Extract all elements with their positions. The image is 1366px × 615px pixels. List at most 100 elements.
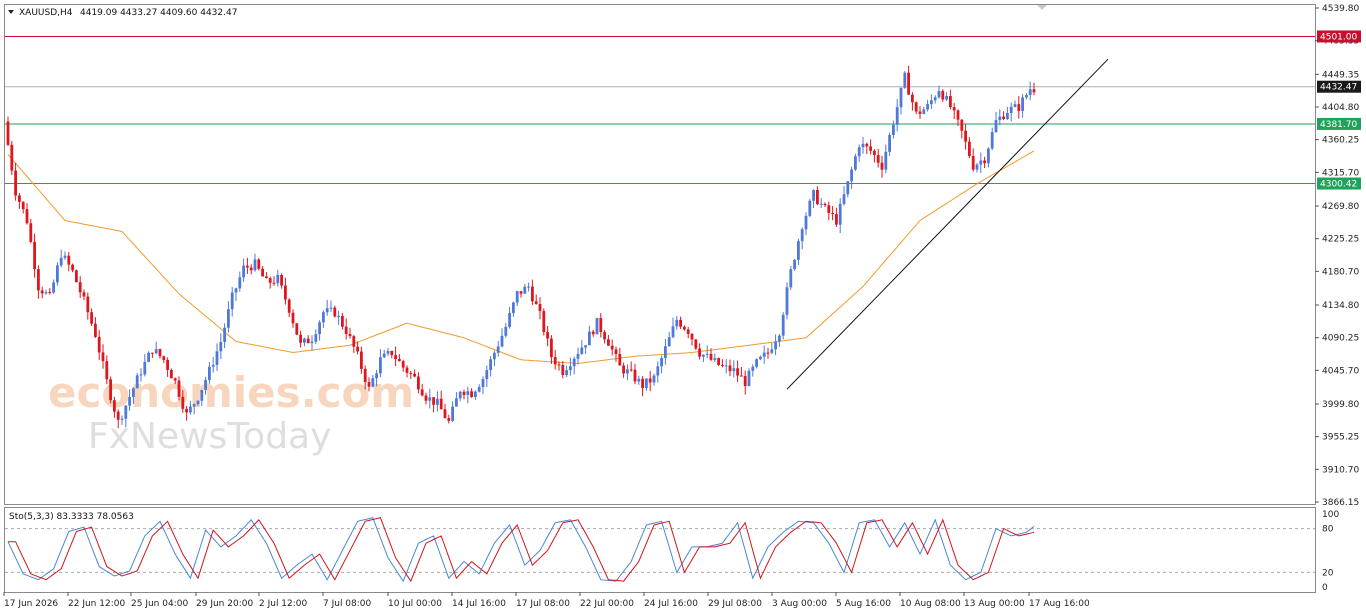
- candle: [192, 403, 196, 415]
- candle: [101, 344, 105, 369]
- candle: [683, 325, 686, 331]
- candle: [177, 376, 181, 401]
- candle: [325, 299, 329, 316]
- candle: [56, 262, 59, 286]
- y-tick-label: 4269.80: [1322, 202, 1359, 212]
- candle: [360, 346, 363, 374]
- candle: [515, 290, 519, 307]
- candle: [800, 227, 804, 250]
- y-tick-label: 3955.25: [1322, 433, 1359, 443]
- candle: [952, 102, 956, 120]
- candle: [173, 377, 177, 385]
- candle: [626, 364, 629, 381]
- trendline[interactable]: [786, 58, 1109, 390]
- main-price-pane[interactable]: [4, 4, 1316, 505]
- candle: [52, 279, 55, 294]
- candle: [508, 306, 511, 329]
- candle: [451, 401, 454, 423]
- candle: [310, 335, 314, 351]
- watermark-economies: economies.com: [48, 368, 414, 417]
- candle: [580, 340, 584, 355]
- candle: [249, 264, 253, 275]
- candle: [71, 263, 74, 273]
- candle: [766, 347, 770, 359]
- candle: [876, 148, 880, 168]
- candle: [572, 356, 576, 375]
- candle: [219, 333, 223, 360]
- stoch-level-label: 0: [1322, 583, 1328, 593]
- candle: [755, 358, 758, 369]
- candle: [113, 396, 116, 418]
- candle: [306, 335, 310, 344]
- x-tick-label: 3 Aug 00:00: [772, 599, 827, 609]
- watermark-fxnewstoday: FxNewsToday: [88, 416, 331, 457]
- candle: [40, 286, 44, 299]
- candle: [599, 313, 603, 338]
- candle: [208, 362, 211, 384]
- x-tick-label: 5 Aug 16:00: [836, 599, 891, 609]
- candle: [37, 265, 40, 299]
- candle: [158, 348, 162, 359]
- y-tick-label: 4180.70: [1322, 267, 1359, 277]
- candle: [124, 404, 128, 428]
- stochastic-label: Sto(5,3,3) 83.3333 78.0563: [9, 512, 134, 522]
- candle: [105, 355, 109, 385]
- candle: [291, 309, 295, 328]
- candle: [14, 162, 17, 201]
- candle: [854, 153, 857, 171]
- time-axis: 17 Jun 2026 22 Jun 12:00 25 Jun 04:00 29 Ju…: [3, 592, 1090, 609]
- candle: [538, 296, 542, 320]
- level-tag-label: 4432.47: [1320, 83, 1357, 93]
- candle: [409, 370, 413, 379]
- candle: [439, 390, 443, 410]
- candle: [485, 365, 489, 387]
- candle: [151, 352, 154, 358]
- triangle-down-icon[interactable]: [8, 10, 14, 14]
- candle: [432, 397, 435, 413]
- candle: [413, 369, 416, 378]
- candle: [652, 373, 656, 386]
- candle: [257, 257, 261, 271]
- stochastic-pane[interactable]: [4, 507, 1316, 593]
- candle: [86, 292, 90, 320]
- candle: [436, 391, 439, 412]
- stoch-main-line: [7, 517, 1035, 583]
- candle: [732, 360, 736, 378]
- x-tick-label: 22 Jun 12:00: [68, 599, 125, 609]
- candle: [702, 354, 705, 362]
- candle: [869, 139, 872, 155]
- y-tick-label: 4539.80: [1322, 4, 1359, 14]
- candle: [546, 325, 549, 347]
- candle: [390, 350, 394, 359]
- candle: [295, 323, 299, 336]
- candle: [329, 300, 333, 312]
- candle: [481, 376, 485, 395]
- candle: [477, 384, 481, 393]
- y-tick-label: 4045.70: [1322, 366, 1359, 376]
- candle: [428, 388, 432, 409]
- candle: [367, 377, 371, 392]
- candle: [588, 325, 591, 346]
- candle: [713, 353, 717, 363]
- candle: [405, 365, 409, 378]
- candle: [990, 127, 994, 151]
- candle: [979, 152, 983, 174]
- candle: [565, 365, 568, 378]
- candle: [899, 87, 903, 115]
- candle: [75, 269, 78, 283]
- candle: [48, 288, 52, 295]
- candle: [873, 149, 876, 163]
- scroll-marker-icon[interactable]: [1037, 5, 1047, 10]
- candle: [804, 212, 808, 236]
- y-tick-label: 3999.80: [1322, 400, 1359, 410]
- candle: [1021, 94, 1024, 118]
- candle: [333, 305, 337, 318]
- candle: [299, 330, 302, 348]
- candle: [937, 85, 941, 99]
- candle: [1032, 82, 1036, 96]
- candle: [770, 342, 774, 355]
- candle: [356, 341, 359, 355]
- x-tick-label: 13 Aug 00:00: [964, 599, 1025, 609]
- candle: [230, 286, 234, 317]
